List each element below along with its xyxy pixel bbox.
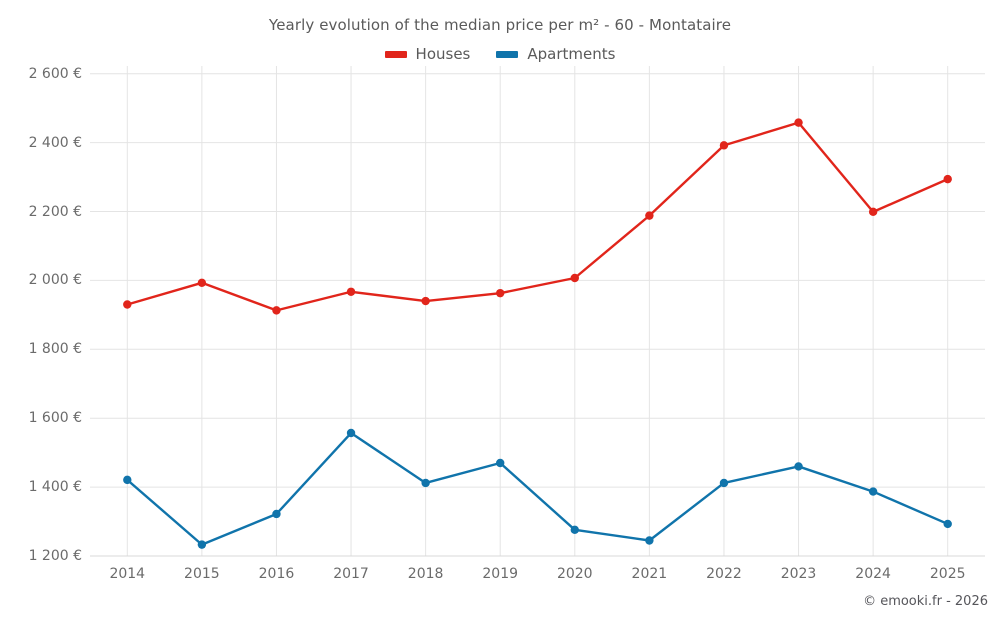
data-point[interactable] — [570, 525, 579, 535]
y-axis-tick-label: 1 600 € — [28, 410, 82, 427]
chart-series-layer — [123, 118, 952, 549]
data-point[interactable] — [645, 536, 654, 545]
y-axis-labels: 1 200 € 1 400 € 1 600 € 1 800 € 2 000 € 2 200… — [0, 0, 90, 625]
legend-label-houses: Houses — [415, 45, 471, 63]
data-point[interactable] — [496, 458, 505, 468]
x-axis-tick-label: 2021 — [631, 566, 668, 582]
series-line-apartments[interactable] — [126, 431, 949, 546]
x-axis-tick-label: 2024 — [855, 566, 891, 582]
x-axis-tick-label: 2017 — [333, 566, 369, 582]
x-axis-tick-label: 2025 — [929, 566, 966, 582]
y-axis-tick-label: 2 600 € — [28, 65, 82, 82]
data-point[interactable] — [421, 478, 430, 488]
x-axis-tick-label: 2015 — [184, 566, 220, 582]
data-point[interactable] — [346, 428, 356, 438]
legend-swatch-houses-icon — [384, 50, 407, 58]
series-line-houses[interactable] — [126, 121, 949, 312]
data-point[interactable] — [570, 273, 579, 283]
data-point[interactable] — [645, 211, 654, 220]
y-axis-tick-label: 2 400 € — [28, 134, 82, 151]
legend-label-apartments: Apartments — [527, 45, 616, 63]
y-axis-tick-label: 2 200 € — [28, 203, 82, 220]
x-axis-tick-label: 2014 — [109, 566, 146, 582]
data-point[interactable] — [346, 287, 356, 296]
data-point[interactable] — [794, 118, 803, 127]
data-point[interactable] — [794, 462, 803, 471]
data-point[interactable] — [123, 475, 132, 485]
data-point[interactable] — [943, 519, 952, 529]
x-axis-tick-label: 2019 — [482, 566, 519, 582]
copyright-credit: © emooki.fr - 2026 — [863, 594, 988, 609]
data-point[interactable] — [868, 207, 878, 217]
data-point[interactable] — [421, 296, 430, 306]
legend-item-houses[interactable]: Houses — [384, 45, 471, 63]
data-point[interactable] — [123, 300, 132, 309]
data-point[interactable] — [272, 509, 281, 519]
data-point[interactable] — [197, 540, 207, 549]
page-title: Yearly evolution of the median price per… — [268, 16, 732, 34]
data-point[interactable] — [197, 278, 207, 288]
y-axis-tick-label: 1 400 € — [28, 479, 82, 496]
x-axis-tick-label: 2023 — [780, 566, 817, 582]
data-point[interactable] — [868, 487, 878, 496]
x-axis-tick-label: 2018 — [407, 566, 444, 582]
legend-item-apartments[interactable]: Apartments — [496, 45, 615, 63]
legend-swatch-apartments-icon — [496, 50, 519, 58]
x-axis-tick-label: 2020 — [556, 566, 593, 582]
x-axis-tick-label: 2022 — [706, 566, 742, 582]
data-point[interactable] — [719, 141, 729, 150]
x-axis-tick-label: 2016 — [258, 566, 295, 582]
data-point[interactable] — [719, 478, 729, 488]
data-point[interactable] — [496, 288, 505, 298]
y-axis-tick-label: 1 800 € — [28, 341, 82, 358]
y-axis-tick-label: 1 200 € — [28, 548, 82, 564]
data-point[interactable] — [272, 306, 281, 315]
y-axis-tick-label: 2 000 € — [28, 272, 82, 289]
data-point[interactable] — [943, 174, 952, 184]
chart-legend: Houses Apartments — [0, 45, 1000, 63]
